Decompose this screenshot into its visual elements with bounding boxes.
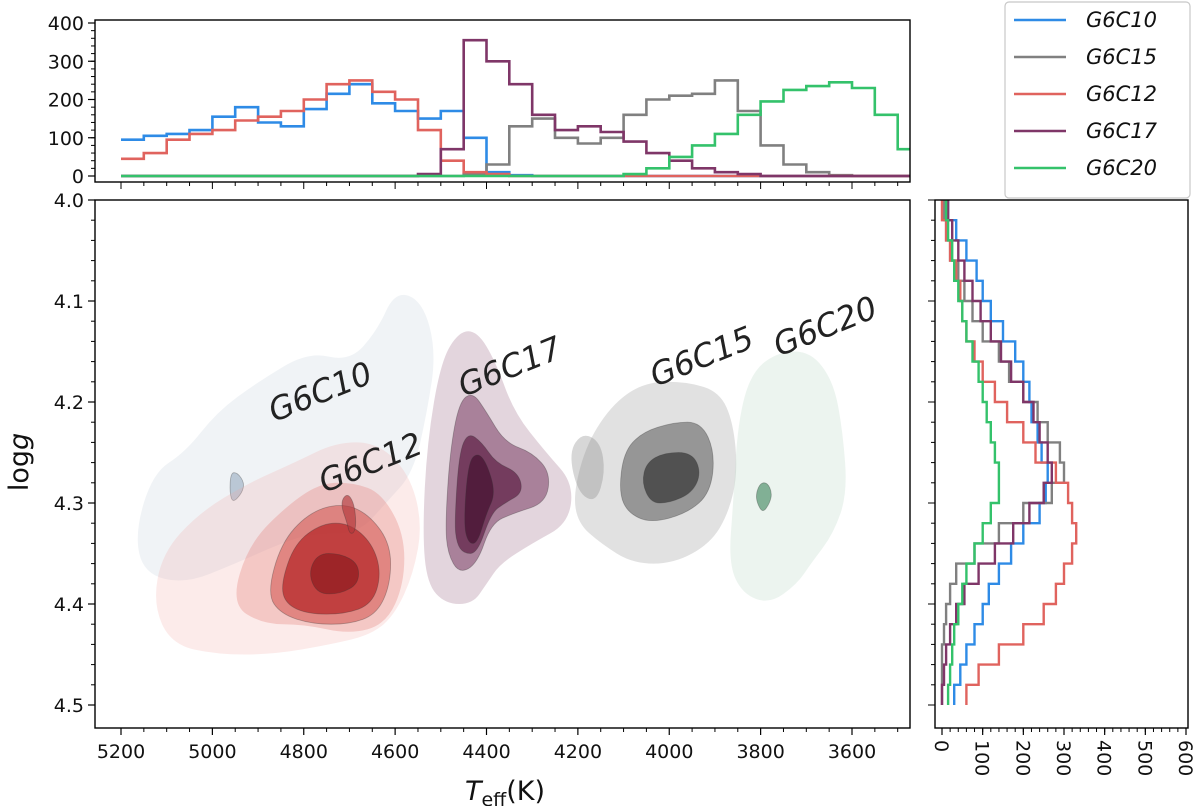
kde-g6c17 <box>423 331 572 604</box>
legend-label-g6c15: G6C15 <box>1086 45 1157 69</box>
kde-g6c10 <box>137 294 434 581</box>
right-x-tick-label: 200 <box>1011 740 1033 776</box>
top-hist-g6c10 <box>121 82 910 178</box>
y-tick-label: 4.2 <box>54 392 84 414</box>
x-tick-label: 4600 <box>371 741 419 763</box>
top-y-tick-label: 100 <box>48 128 84 150</box>
kde-level-6 <box>341 495 357 534</box>
kde-g6c12 <box>156 442 420 655</box>
x-tick-label: 3800 <box>736 741 784 763</box>
cluster-label-g6c15: G6C15 <box>644 319 759 395</box>
y-tick-label: 4.0 <box>54 190 84 212</box>
kde-level-1 <box>137 294 434 581</box>
legend-label-g6c17: G6C17 <box>1086 119 1158 143</box>
top-histogram-panel: 0 100 200 300 400 <box>48 13 911 189</box>
right-x-tick-label: 100 <box>971 740 993 776</box>
right-hist-g6c12 <box>940 200 1078 705</box>
kde-level-4 <box>571 435 604 500</box>
legend-box <box>1004 1 1191 199</box>
right-hist-g6c10 <box>946 200 1049 705</box>
right-x-tick-label: 600 <box>1174 740 1196 776</box>
y-tick-label: 4.3 <box>54 493 84 515</box>
kde-g6c20 <box>730 351 846 601</box>
top-hist-g6c12 <box>121 79 910 178</box>
right-x-tick-label: 300 <box>1052 740 1074 776</box>
right-frame <box>934 199 1189 729</box>
kde-g6c15 <box>571 381 737 564</box>
legend-label-g6c12: G6C12 <box>1086 82 1157 106</box>
right-hist-g6c20 <box>944 200 1001 705</box>
x-axis-label: Teff(K) <box>465 776 545 806</box>
legend-label-g6c10: G6C10 <box>1086 8 1157 32</box>
y-tick-label: 4.1 <box>54 291 84 313</box>
right-x-tick-label: 500 <box>1133 740 1155 776</box>
kde-level-5 <box>310 553 360 595</box>
x-tick-label: 5000 <box>188 741 236 763</box>
right-x-tick-label: 0 <box>930 740 952 752</box>
legend: G6C10 G6C15 G6C12 G6C17 G6C20 <box>1004 1 1191 199</box>
top-frame <box>94 19 911 183</box>
cluster-label-g6c20: G6C20 <box>768 288 883 364</box>
kde-level-3 <box>642 452 700 504</box>
top-hist-g6c20 <box>121 81 910 178</box>
top-y-tick-label: 200 <box>48 90 84 112</box>
right-hist-g6c17 <box>940 200 1053 705</box>
right-hist-g6c15 <box>940 200 1066 705</box>
y-tick-label: 4.5 <box>54 695 84 717</box>
top-y-tick-label: 300 <box>48 51 84 73</box>
y-tick-label: 4.4 <box>54 594 84 616</box>
x-tick-label: 5200 <box>97 741 145 763</box>
top-y-tick-label: 400 <box>48 13 84 35</box>
kde-level-4 <box>464 454 494 544</box>
top-y-tick-label: 0 <box>72 166 84 188</box>
kde-level-1 <box>730 351 846 601</box>
top-hist-g6c15 <box>121 79 910 178</box>
x-tick-label: 4400 <box>462 741 510 763</box>
x-tick-label: 3600 <box>828 741 876 763</box>
kde-level-2 <box>756 482 772 511</box>
main-frame <box>94 199 911 729</box>
x-tick-label: 4200 <box>554 741 602 763</box>
y-axis-label: logg <box>4 433 35 491</box>
right-x-tick-label: 400 <box>1093 740 1115 776</box>
x-tick-label: 4800 <box>280 741 328 763</box>
legend-label-g6c20: G6C20 <box>1086 156 1157 180</box>
x-tick-label: 4000 <box>645 741 693 763</box>
right-histogram-panel: 0 100 200 300 400 500 600 <box>928 199 1196 776</box>
kde-level-2 <box>229 472 244 501</box>
